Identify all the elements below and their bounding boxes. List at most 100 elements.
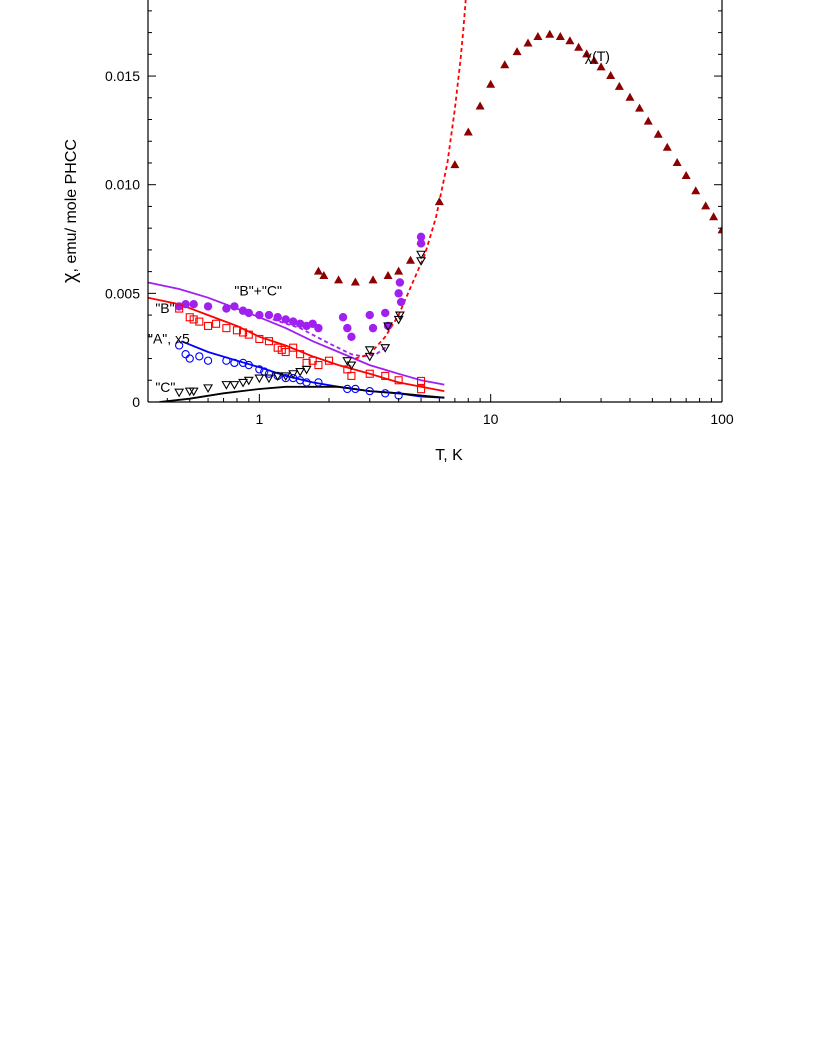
marker-chiT xyxy=(533,31,543,40)
marker-B xyxy=(232,326,242,335)
marker-chiT xyxy=(523,38,533,47)
marker-BC xyxy=(416,239,426,248)
marker-A xyxy=(185,354,194,363)
marker-chiT xyxy=(555,31,565,40)
marker-BC xyxy=(394,289,403,298)
marker-B xyxy=(222,324,231,333)
marker-BC xyxy=(343,323,352,333)
marker-BC xyxy=(383,321,393,331)
marker-BC xyxy=(365,310,374,320)
y-axis-symbol: χ xyxy=(59,272,81,283)
marker-BC xyxy=(396,297,406,307)
labels: 0 0.005 0.010 0.015 1 10 100 T, K χ, emu/ mole P… xyxy=(59,48,734,464)
marker-BC xyxy=(264,310,274,320)
marker-C xyxy=(280,372,291,382)
marker-chiT xyxy=(606,71,616,80)
marker-C xyxy=(380,344,391,353)
marker-chiT xyxy=(394,266,404,275)
annotation-1: "B" xyxy=(155,300,174,316)
y-tick-label: 0 xyxy=(132,394,140,410)
marker-BC xyxy=(368,323,378,333)
marker-C xyxy=(346,361,357,371)
axes xyxy=(147,0,723,403)
marker-chiT xyxy=(596,62,606,71)
marker-BC xyxy=(244,308,253,318)
marker-chiT xyxy=(319,270,329,279)
marker-B xyxy=(394,376,403,385)
marker-A xyxy=(203,356,213,365)
curve-A-fit xyxy=(181,340,445,399)
marker-BC xyxy=(308,319,317,328)
marker-BC xyxy=(203,302,213,311)
marker-B xyxy=(212,319,221,328)
marker-chiT xyxy=(691,186,701,195)
curve-BC-dashed xyxy=(259,314,389,358)
marker-chiT xyxy=(368,275,378,284)
marker-chiT xyxy=(662,142,672,151)
marker-chiT xyxy=(672,157,682,166)
marker-A xyxy=(195,352,204,361)
marker-chiT xyxy=(614,81,624,90)
marker-C xyxy=(229,381,240,390)
marker-C xyxy=(264,374,274,384)
marker-C xyxy=(188,387,199,397)
marker-chiT xyxy=(313,266,323,275)
marker-A xyxy=(343,384,352,394)
marker-chiT xyxy=(405,255,415,264)
marker-BC xyxy=(347,332,356,342)
marker-A xyxy=(314,378,323,387)
marker-BC xyxy=(314,323,323,333)
y-axis-title: χ, emu/ mole PHCC xyxy=(59,139,81,283)
marker-chiT xyxy=(463,127,473,136)
marker-B xyxy=(264,337,273,346)
marker-chiT xyxy=(709,212,719,221)
marker-B xyxy=(175,304,184,313)
marker-B xyxy=(381,371,390,380)
marker-chiT xyxy=(582,49,592,58)
marker-A xyxy=(365,386,374,396)
marker-B xyxy=(255,334,264,344)
marker-B xyxy=(417,385,426,394)
marker-B xyxy=(281,347,290,357)
marker-B xyxy=(189,315,198,324)
marker-B xyxy=(324,356,334,365)
marker-C xyxy=(364,346,375,355)
annotation-0: "B"+"C" xyxy=(234,283,282,299)
marker-B xyxy=(238,328,248,337)
marker-A xyxy=(302,378,311,387)
marker-chiT xyxy=(434,197,444,206)
marker-chiT xyxy=(625,92,635,101)
marker-B xyxy=(417,376,426,385)
marker-chiT xyxy=(512,47,522,56)
marker-BC xyxy=(222,304,231,313)
y-tick-label: 0.005 xyxy=(105,285,140,301)
marker-C xyxy=(174,388,185,398)
annotation-4: χ(T) xyxy=(585,48,610,64)
y-axis-units: , emu/ mole PHCC xyxy=(63,139,80,272)
marker-BC xyxy=(281,315,290,324)
marker-A xyxy=(175,341,184,350)
marker-B xyxy=(347,371,356,380)
marker-B xyxy=(314,361,323,370)
marker-chiT xyxy=(653,129,663,138)
marker-chiT xyxy=(500,60,510,69)
marker-B xyxy=(289,343,298,352)
annotation-2: "A", x5 xyxy=(148,330,190,346)
curve-C-fit xyxy=(159,385,445,402)
marker-BC xyxy=(181,300,190,309)
marker-B xyxy=(244,330,253,339)
marker-A xyxy=(244,360,253,370)
marker-A xyxy=(264,369,274,378)
marker-A xyxy=(181,350,190,359)
marker-A xyxy=(238,358,248,368)
marker-chiT xyxy=(589,55,599,64)
marker-B xyxy=(296,350,305,359)
annotation-3: "C" xyxy=(155,379,175,395)
marker-C xyxy=(416,250,427,260)
marker-C xyxy=(254,374,265,384)
x-tick-label: 100 xyxy=(710,411,734,427)
x-tick-label: 10 xyxy=(483,411,499,427)
marker-chiT xyxy=(350,277,360,286)
marker-BC xyxy=(288,317,298,326)
